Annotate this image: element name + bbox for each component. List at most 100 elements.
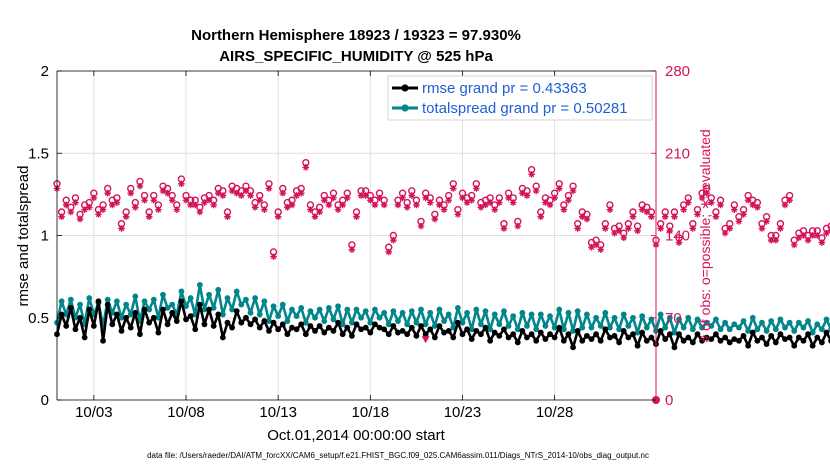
obs-evaluated-point [284,204,291,211]
totalspread-point [459,319,466,326]
rmse-point [676,331,682,338]
rmse-point [58,311,65,318]
obs-evaluated-point [187,201,194,209]
totalspread-point [607,324,613,331]
rmse-point [63,323,70,329]
series-totalspread [54,281,830,336]
obs-evaluated-point [767,236,775,244]
obs-evaluated-point [795,234,803,242]
rmse-point [694,331,701,338]
obs-evaluated-point [122,213,130,220]
rmse-point [570,344,576,351]
obs-evaluated-point [754,204,761,211]
obs-evaluated-point [426,199,434,206]
rmse-point [155,329,162,336]
obs-evaluated-point [509,199,517,206]
rmse-point [501,326,507,333]
rmse-point [491,329,498,336]
obs-evaluated-point [178,180,185,188]
rmse-point [588,336,595,343]
totalspread-point [454,304,461,311]
obs-evaluated-point [90,194,98,202]
obs-evaluated-point [731,206,738,213]
obs-evaluated-point [597,246,605,253]
rmse-point [625,334,632,341]
obs-evaluated-point [675,239,683,246]
obs-evaluated-point [339,201,346,209]
obs-evaluated-point [417,222,425,230]
obs-evaluated-point [159,187,167,195]
obs-evaluated-point [219,192,227,199]
obs-evaluated-point [196,208,204,216]
rmse-point [736,337,742,344]
obs-evaluated-point [629,213,637,220]
rmse-point [358,326,365,333]
totalspread-point [150,296,157,303]
obs-evaluated-point [214,189,222,197]
rmse-point [408,324,415,331]
totalspread-point [132,293,139,300]
totalspread-point [335,303,341,310]
totalspread-point [560,326,567,333]
totalspread-point [77,301,83,308]
obs-evaluated-point [449,185,457,192]
totalspread-point [224,295,231,301]
rmse-point [514,339,521,346]
totalspread-point [689,326,696,333]
rmse-point [680,337,687,344]
obs-evaluated-point [413,201,420,209]
rmse-point [740,332,747,339]
obs-evaluated-point [592,241,600,249]
totalspread-point [266,318,272,324]
obs-evaluated-point [173,206,181,213]
totalspread-point [524,323,530,329]
rmse-point [436,323,443,329]
obs-evaluated-point [113,199,121,206]
y-left-tick-label: 1 [41,228,49,245]
totalspread-point [196,281,203,288]
rmse-point [749,329,756,336]
totalspread-point [547,313,553,320]
totalspread-point [736,324,742,331]
obs-evaluated-point [482,201,489,209]
totalspread-point [210,304,217,311]
totalspread-point [381,309,388,316]
obs-evaluated-point [150,196,158,204]
rmse-point [726,339,733,346]
obs-evaluated-point [348,246,356,253]
x-tick-label: 10/13 [259,404,297,421]
rmse-point [367,329,374,336]
obs-evaluated-point [376,194,383,202]
obs-evaluated-point [532,187,540,195]
obs-evaluated-point [353,213,360,220]
obs-evaluated-point [380,201,388,209]
axes: 10/03 10/08 10/13 10/18 10/23 10/28 0 0.5 1 1.5 2 0… [28,63,690,421]
totalspread-point [763,328,770,334]
totalspread-point [593,314,599,321]
legend-spread-marker [401,104,409,112]
y-left-tick-label: 2 [41,63,49,80]
totalspread-point [634,329,641,336]
rmse-point [67,304,74,311]
totalspread-point [445,311,452,318]
totalspread-point [620,311,627,318]
totalspread-point [514,326,521,333]
rmse-point [233,308,240,315]
obs-evaluated-point [224,213,231,220]
rmse-point [335,319,341,326]
totalspread-point [717,326,724,333]
rmse-point [81,334,88,341]
totalspread-point [229,306,235,313]
totalspread-point [441,318,447,324]
totalspread-point [215,286,222,293]
rmse-point [593,331,599,338]
rmse-point [468,336,475,343]
obs-evaluated-point [606,206,614,213]
totalspread-point [256,311,263,318]
totalspread-point [745,328,752,334]
totalspread-point [713,316,719,323]
rmse-point [72,326,79,333]
totalspread-point [141,298,148,305]
obs-evaluated-point [551,194,558,202]
totalspread-point [699,324,705,331]
